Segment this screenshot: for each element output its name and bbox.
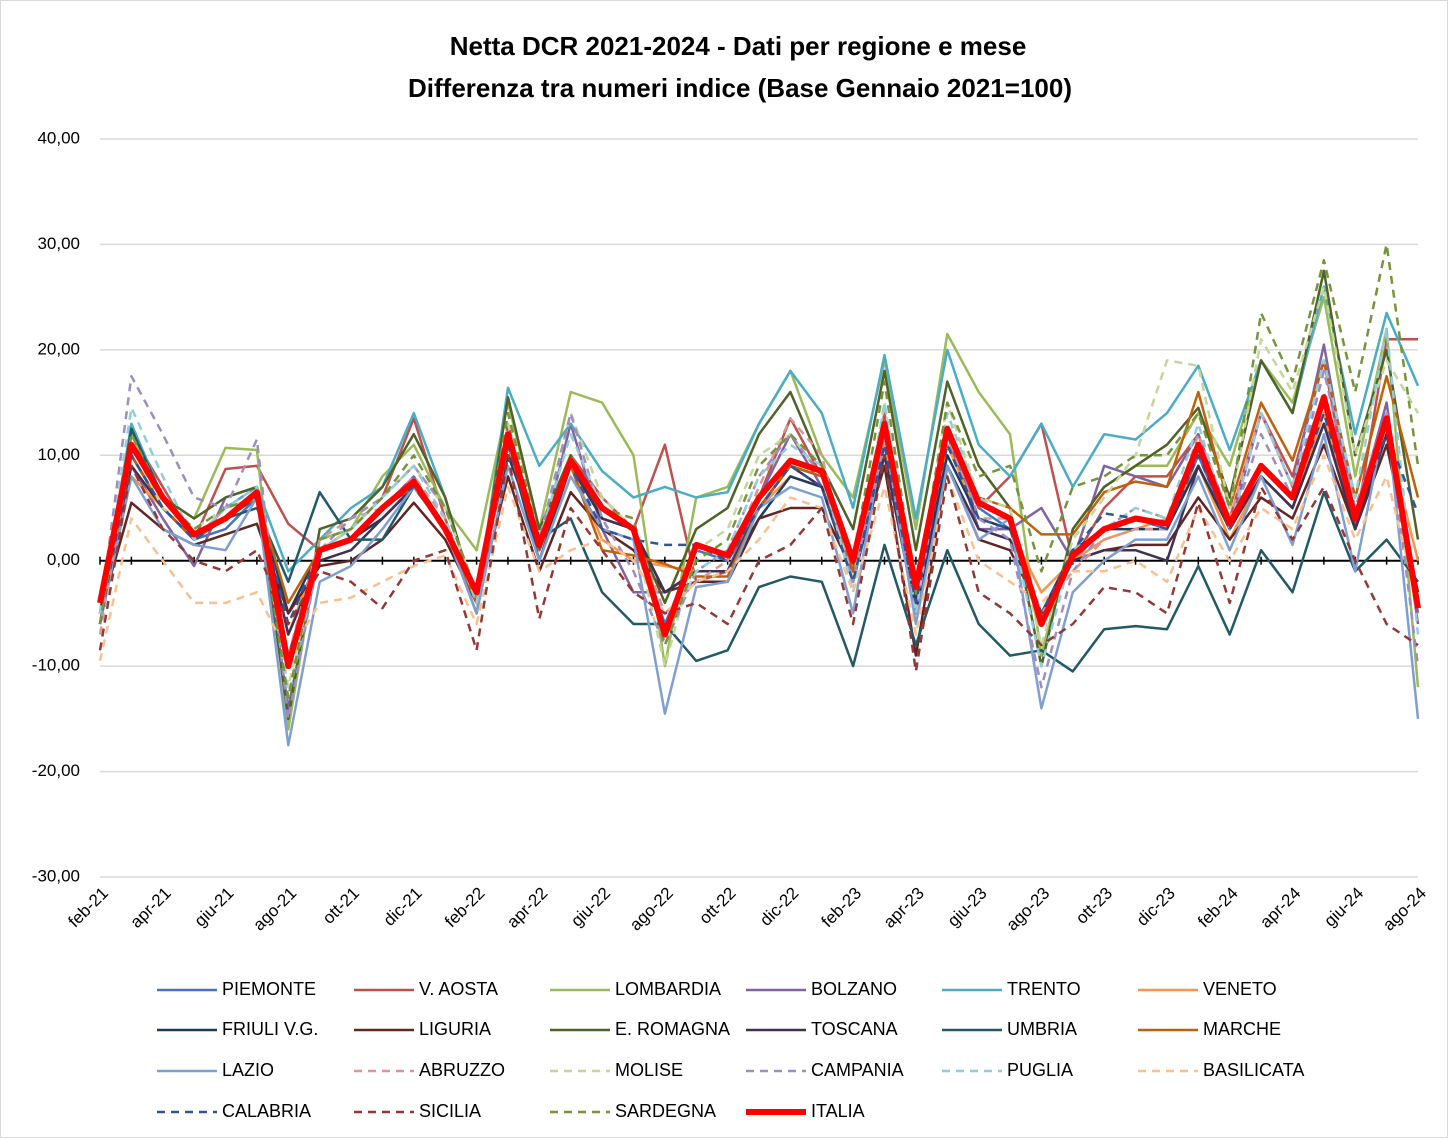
legend-label: LAZIO [222,1060,274,1080]
legend-label: PIEMONTE [222,979,316,999]
legend-label: ITALIA [811,1101,865,1121]
legend-label: TRENTO [1007,979,1081,999]
legend-label: BASILICATA [1203,1060,1304,1080]
legend-label: E. ROMAGNA [615,1019,730,1039]
y-tick-label: 0,00 [47,550,80,569]
legend-label: LOMBARDIA [615,979,721,999]
legend-label: VENETO [1203,979,1277,999]
legend-label: ABRUZZO [419,1060,505,1080]
y-tick-label: 30,00 [37,234,80,253]
series-line [98,427,1420,673]
legend-label: CALABRIA [222,1101,311,1121]
legend-label: V. AOSTA [419,979,498,999]
y-tick-label: 40,00 [37,128,80,147]
series-line [98,454,1419,673]
legend-label: FRIULI V.G. [222,1019,318,1039]
y-tick-label: 20,00 [37,339,80,358]
legend-label: LIGURIA [419,1019,491,1039]
series-line [98,243,1420,700]
series-line [98,454,1420,662]
legend-label: CAMPANIA [811,1060,904,1080]
chart-subtitle: Differenza tra numeri indice (Base Genna… [408,73,1072,103]
legend-label: BOLZANO [811,979,897,999]
chart-title: Netta DCR 2021-2024 - Dati per regione e… [450,31,1027,61]
legend-label: PUGLIA [1007,1060,1073,1080]
y-tick-label: -10,00 [32,656,80,675]
y-tick-label: 10,00 [37,445,80,464]
series-line [98,269,1420,721]
legend-label: MOLISE [615,1060,683,1080]
y-tick-label: -20,00 [32,761,80,780]
legend-label: TOSCANA [811,1019,898,1039]
series-line [97,394,1421,670]
legend-label: SICILIA [419,1101,481,1121]
legend-label: UMBRIA [1007,1019,1077,1039]
legend-label: MARCHE [1203,1019,1281,1039]
y-tick-label: -30,00 [32,866,80,885]
series-line [98,443,1420,657]
legend-label: SARDEGNA [615,1101,716,1121]
